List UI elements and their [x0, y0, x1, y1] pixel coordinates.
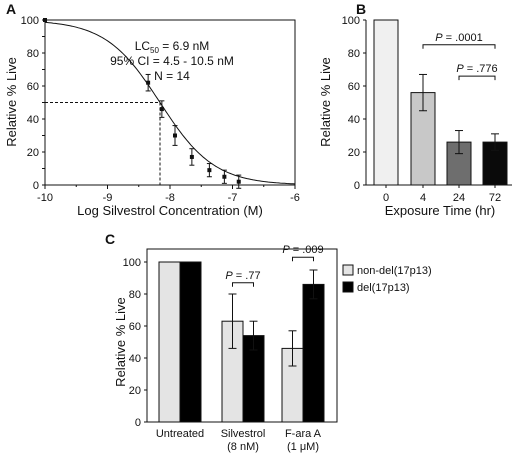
legend-label-del: del(17p13)	[357, 282, 410, 294]
b-pvalue-label-value: = .0001	[443, 32, 483, 44]
b-pvalue-label: P = .776	[456, 63, 497, 75]
panel-c-pvalues: P = .77P = .009	[225, 244, 324, 287]
c-pvalue-label-letter: P	[225, 270, 233, 282]
panel-a-lc50-guides	[45, 102, 161, 185]
b-x-tick-label: 0	[383, 192, 389, 204]
c-category-sublabel: (1 μM)	[287, 441, 319, 453]
c-y-tick-label: 100	[123, 257, 141, 269]
lc50-prefix: LC	[135, 39, 151, 53]
c-pvalue-label-value: = .009	[290, 244, 324, 256]
a-y-tick-label: 80	[27, 48, 39, 60]
b-pvalue-bracket	[422, 44, 496, 49]
a-y-tick-label: 60	[27, 81, 39, 93]
a-x-tick-label: -9	[103, 192, 113, 204]
a-x-tick-label: -10	[37, 192, 53, 204]
b-y-tick-label: 0	[354, 180, 360, 192]
a-x-tick-label: -6	[290, 192, 300, 204]
a-y-tick-label: 100	[21, 15, 39, 27]
a-data-point	[236, 179, 241, 184]
c-y-tick-label: 80	[129, 289, 141, 301]
panel-a-letter: A	[6, 1, 16, 17]
panel-b-y-label: Relative % Live	[318, 57, 333, 147]
b-pvalue-label-letter: P	[456, 63, 464, 75]
panel-a-x-ticks: -10 -9 -8 -7 -6	[37, 185, 300, 204]
a-data-point	[146, 80, 151, 85]
a-x-tick-label: -8	[165, 192, 175, 204]
legend-swatch-non-del	[342, 264, 354, 276]
c-category-label: F-ara A	[285, 428, 322, 440]
b-x-tick-label: 24	[453, 192, 465, 204]
panel-a-y-ticks: 0 20 40 60 80 100	[21, 15, 45, 192]
c-pvalue-label: P = .009	[282, 244, 323, 256]
panel-a: A 0 20 40 60 80 100 -10 -9 -8 -7 -6 LC50 = 6.9 nM…	[4, 1, 300, 218]
c-y-tick-label: 0	[135, 417, 141, 429]
lc50-subscript: 50	[150, 46, 159, 55]
c-pvalue-bracket	[292, 256, 314, 262]
panel-b-letter: B	[356, 1, 366, 17]
panel-a-fit-curve	[44, 21, 296, 185]
b-x-tick-label: 72	[489, 192, 501, 204]
a-y-tick-label: 0	[33, 180, 39, 192]
panel-b-bars: 0 4 24 72	[373, 19, 508, 204]
panel-b-x-label: Exposure Time (hr)	[385, 203, 496, 218]
panel-c-y-label: Relative % Live	[113, 297, 128, 387]
a-data-point	[207, 168, 212, 173]
panel-a-ci-annotation: 95% CI = 4.5 - 10.5 nM	[110, 54, 234, 68]
b-y-tick-label: 40	[348, 114, 360, 126]
panel-a-x-label: Log Silvestrol Concentration (M)	[77, 203, 263, 218]
b-x-tick-label: 4	[420, 192, 426, 204]
a-y-tick-label: 40	[27, 114, 39, 126]
c-pvalue-label: P = .77	[225, 270, 260, 282]
panel-a-points	[43, 18, 242, 189]
c-pvalue-bracket	[232, 282, 254, 287]
a-data-point	[222, 174, 227, 179]
c-y-tick-label: 40	[129, 353, 141, 365]
a-data-point	[173, 133, 177, 138]
panel-a-y-label: Relative % Live	[4, 57, 19, 147]
legend-swatch-del	[342, 281, 354, 293]
b-pvalue-label-value: = .776	[464, 63, 498, 75]
panel-c-bars	[158, 261, 325, 423]
c-category-label: Silvestrol	[221, 428, 266, 440]
c-bar	[179, 261, 202, 423]
c-category-label: Untreated	[156, 428, 204, 440]
c-pvalue-label-value: = .77	[233, 270, 261, 282]
a-x-tick-label: -7	[228, 192, 238, 204]
panel-c-letter: C	[105, 231, 115, 247]
panel-c-category-labels: Untreated Silvestrol(8 nM) F-ara A(1 μM)	[156, 428, 322, 453]
b-pvalue-label-letter: P	[435, 32, 443, 44]
b-pvalue-label: P = .0001	[435, 32, 482, 44]
c-y-tick-label: 60	[129, 321, 141, 333]
panel-c-y-ticks: 0 20 40 60 80 100	[123, 257, 147, 429]
panel-c-frame	[146, 248, 338, 423]
panel-a-lc50-annotation: LC50 = 6.9 nM	[135, 39, 210, 55]
a-data-point	[43, 18, 47, 22]
b-y-tick-label: 80	[348, 48, 360, 60]
a-y-tick-label: 20	[27, 147, 39, 159]
b-y-tick-label: 60	[348, 81, 360, 93]
panel-a-n-annotation: N = 14	[154, 69, 190, 83]
b-y-tick-label: 100	[342, 15, 360, 27]
b-bar	[482, 141, 508, 186]
legend-label-non-del: non-del(17p13)	[357, 265, 432, 277]
a-data-point	[159, 107, 164, 112]
b-y-tick-label: 20	[348, 147, 360, 159]
b-bar	[373, 19, 399, 186]
c-pvalue-label-letter: P	[282, 244, 290, 256]
c-bar	[158, 261, 181, 423]
b-pvalue-bracket	[458, 75, 496, 81]
c-category-sublabel: (8 nM)	[227, 441, 259, 453]
a-data-point	[189, 154, 194, 159]
c-y-tick-label: 20	[129, 385, 141, 397]
panel-b-y-ticks: 0 20 40 60 80 100	[342, 15, 366, 192]
c-bar	[302, 283, 325, 423]
panel-c-legend: non-del(17p13) del(17p13)	[342, 264, 432, 294]
lc50-value: = 6.9 nM	[159, 39, 209, 53]
